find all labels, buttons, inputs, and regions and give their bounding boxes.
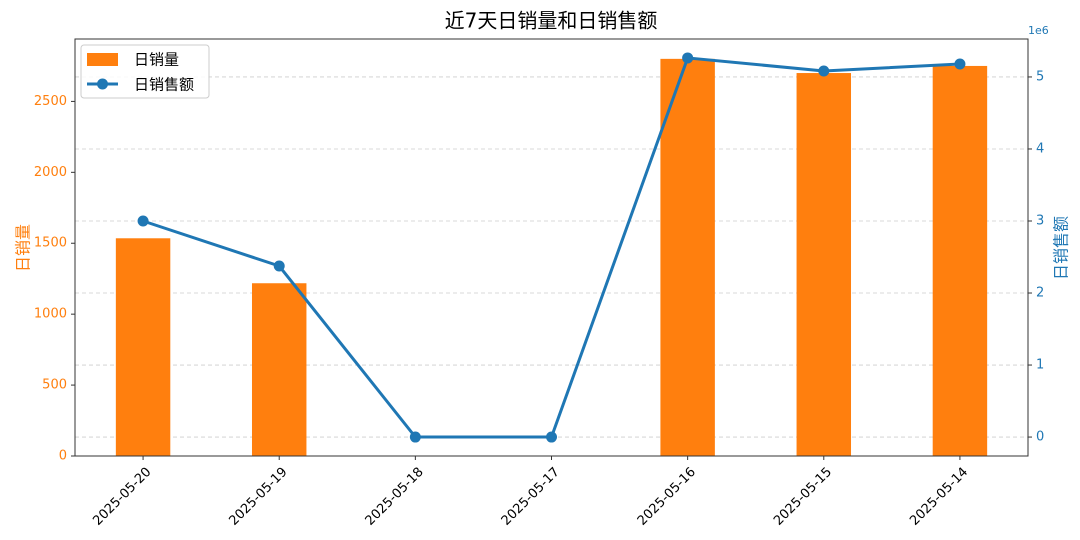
y2-tick-label: 2 bbox=[1036, 286, 1044, 301]
y2-offset-label: 1e6 bbox=[1028, 24, 1049, 37]
legend-swatch bbox=[87, 53, 118, 66]
legend-label: 日销售额 bbox=[134, 76, 194, 94]
bar bbox=[251, 283, 307, 456]
x-tick-label: 2025-05-17 bbox=[499, 465, 563, 529]
y-tick-label: 2000 bbox=[34, 165, 67, 180]
y-tick-label: 500 bbox=[42, 378, 67, 393]
legend-swatch bbox=[97, 78, 108, 90]
y-axis-label: 日销量 bbox=[14, 224, 33, 272]
line-marker bbox=[137, 215, 149, 227]
y2-tick-label: 1 bbox=[1036, 358, 1044, 373]
y-tick-label: 1500 bbox=[34, 236, 67, 251]
line-marker bbox=[818, 65, 830, 77]
x-tick-label: 2025-05-14 bbox=[907, 465, 971, 529]
x-tick-label: 2025-05-18 bbox=[363, 465, 427, 529]
y2-tick-label: 0 bbox=[1036, 430, 1044, 445]
chart-title: 近7天日销量和日销售额 bbox=[445, 9, 658, 33]
y2-axis-label: 日销售额 bbox=[1052, 216, 1071, 280]
legend-label: 日销量 bbox=[134, 51, 179, 69]
bar bbox=[932, 65, 988, 457]
x-tick-label: 2025-05-16 bbox=[635, 465, 699, 529]
line-marker bbox=[954, 58, 966, 70]
line-marker bbox=[546, 431, 557, 443]
line-marker bbox=[682, 52, 694, 64]
y-tick-label: 0 bbox=[59, 449, 67, 464]
y-tick-label: 2500 bbox=[34, 94, 67, 109]
y-tick-label: 1000 bbox=[34, 307, 67, 322]
line-marker bbox=[273, 260, 285, 272]
y2-tick-label: 5 bbox=[1036, 69, 1044, 84]
bar bbox=[660, 58, 715, 456]
x-tick-label: 2025-05-15 bbox=[771, 465, 835, 529]
x-tick-label: 2025-05-20 bbox=[90, 465, 154, 529]
y2-tick-label: 3 bbox=[1036, 213, 1044, 228]
y2-tick-label: 4 bbox=[1036, 141, 1044, 156]
line-marker bbox=[409, 431, 421, 443]
x-tick-label: 2025-05-19 bbox=[226, 465, 290, 529]
plot-frame bbox=[74, 38, 1029, 457]
bar bbox=[115, 238, 171, 456]
bar bbox=[796, 73, 852, 456]
